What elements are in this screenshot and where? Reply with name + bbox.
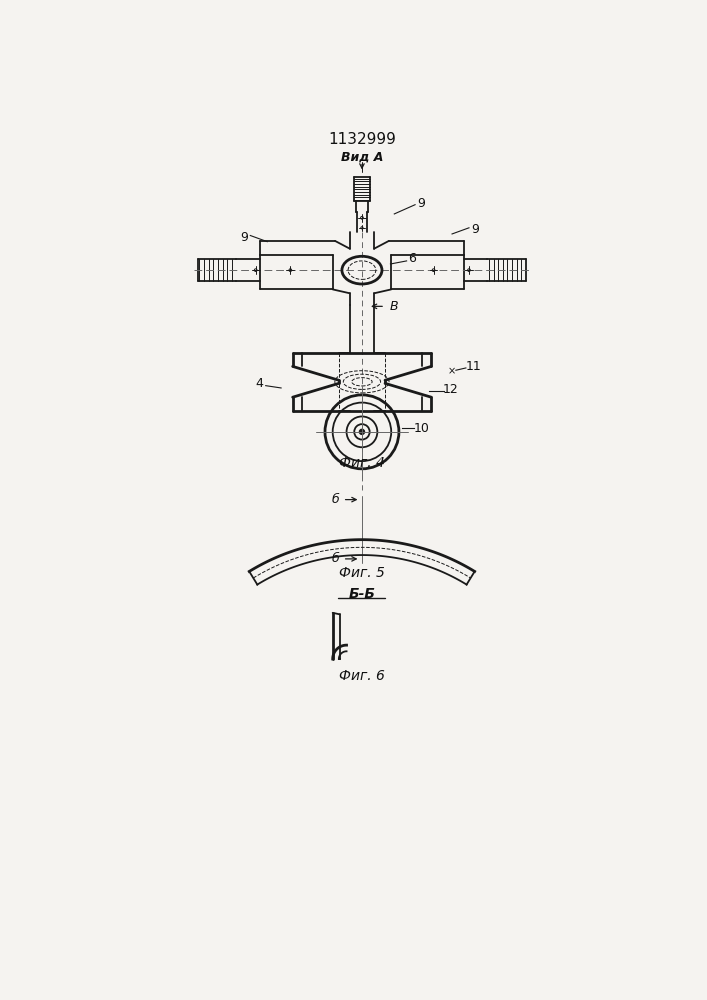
- Text: 9: 9: [240, 231, 248, 244]
- Text: В: В: [390, 300, 399, 313]
- Text: Фиг. 6: Фиг. 6: [339, 669, 385, 683]
- Text: Б-Б: Б-Б: [349, 587, 375, 601]
- Text: ×: ×: [448, 366, 456, 376]
- Text: 10: 10: [414, 422, 429, 434]
- Text: Фиг. 4: Фиг. 4: [339, 456, 385, 470]
- Text: Фиг. 5: Фиг. 5: [339, 566, 385, 580]
- Text: 11: 11: [466, 360, 481, 373]
- Text: Вид A: Вид A: [341, 150, 383, 163]
- Text: 9: 9: [471, 223, 479, 236]
- Text: 9: 9: [417, 197, 425, 210]
- Text: 4: 4: [256, 377, 264, 390]
- Circle shape: [360, 430, 364, 434]
- Text: 1132999: 1132999: [328, 132, 396, 147]
- Text: 6: 6: [408, 252, 416, 265]
- Text: 12: 12: [443, 383, 458, 396]
- Text: б: б: [332, 552, 339, 565]
- Text: б: б: [332, 493, 339, 506]
